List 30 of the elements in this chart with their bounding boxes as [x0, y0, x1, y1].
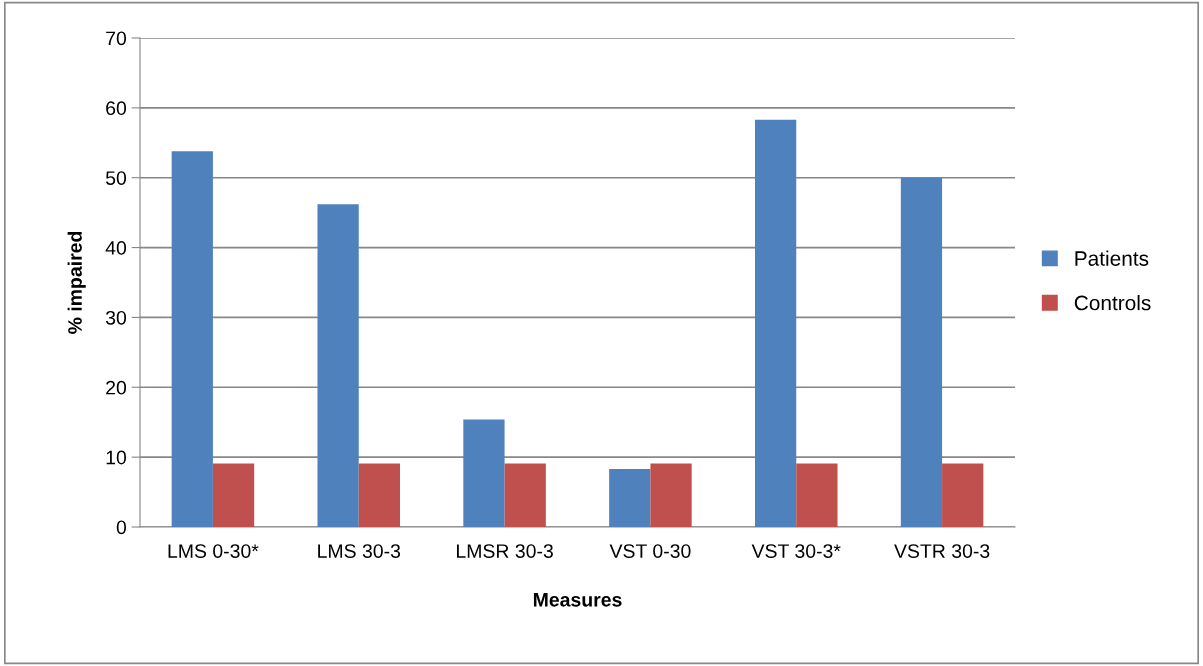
legend-label: Controls: [1074, 295, 1151, 311]
bar: [504, 463, 546, 527]
bar: [650, 463, 692, 527]
y-tick-label: 70: [106, 31, 127, 46]
y-tick-label: 20: [106, 380, 127, 395]
x-tick-label: LMSR 30-3: [457, 544, 553, 558]
y-axis-title: % impaired: [67, 231, 86, 334]
legend-label: Patients: [1075, 250, 1149, 266]
bar: [171, 151, 213, 527]
x-tick-label: LMS 30-3: [318, 544, 401, 558]
bar: [754, 119, 797, 527]
bar: [900, 177, 943, 527]
y-tick-label: 40: [105, 241, 127, 255]
bar: [796, 463, 838, 527]
y-tick-label: 50: [105, 171, 127, 185]
bar: [212, 463, 255, 527]
y-tick-label: 60: [106, 101, 127, 116]
x-tick-label: VSTR 30-3: [894, 544, 990, 558]
bar: [463, 419, 505, 527]
bar: [358, 463, 401, 527]
x-tick-label: VST 0-30: [609, 544, 691, 558]
x-axis-title: Measures: [533, 593, 622, 607]
bar: [942, 463, 984, 527]
bar: [317, 204, 359, 527]
x-tick-label: LMS 0-30*: [168, 544, 259, 558]
x-tick-label: VST 30-3*: [751, 544, 841, 558]
y-tick-label: 10: [106, 450, 127, 465]
y-tick-label: 30: [105, 310, 127, 325]
bar: [609, 469, 651, 527]
y-tick-label: 0: [116, 520, 127, 535]
